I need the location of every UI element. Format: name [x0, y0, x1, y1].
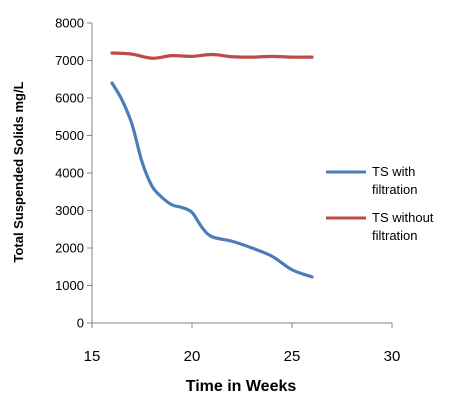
x-axis: 15 20 25 30 [84, 322, 401, 365]
y-tick-label: 4000 [55, 166, 84, 181]
y-tick-label: 1000 [55, 278, 84, 293]
legend: TS with filtration TS without filtration [326, 164, 434, 243]
legend-label: filtration [372, 182, 418, 197]
y-tick-label: 6000 [55, 91, 84, 106]
x-tick-label: 20 [184, 348, 201, 365]
x-tick-label: 30 [384, 348, 401, 365]
legend-label: filtration [372, 228, 418, 243]
y-tick-label: 5000 [55, 128, 84, 143]
y-tick-label: 8000 [55, 16, 84, 31]
legend-label: TS with [372, 164, 415, 179]
y-tick-label: 3000 [55, 203, 84, 218]
y-tick-label: 2000 [55, 241, 84, 256]
x-axis-label: Time in Weeks [186, 378, 297, 395]
y-axis-label: Total Suspended Solids mg/L [11, 81, 26, 262]
legend-label: TS without [372, 210, 434, 225]
y-tick-label: 0 [77, 316, 84, 331]
series-line-ts-without-filtration [110, 51, 314, 60]
x-tick-label: 25 [284, 348, 301, 365]
y-axis: 0 1000 2000 3000 4000 5000 6000 7000 8000 [55, 16, 93, 331]
x-tick-label: 15 [84, 348, 101, 365]
series-line-ts-with-filtration [110, 81, 314, 279]
y-tick-label: 7000 [55, 53, 84, 68]
series-lines [110, 51, 314, 279]
